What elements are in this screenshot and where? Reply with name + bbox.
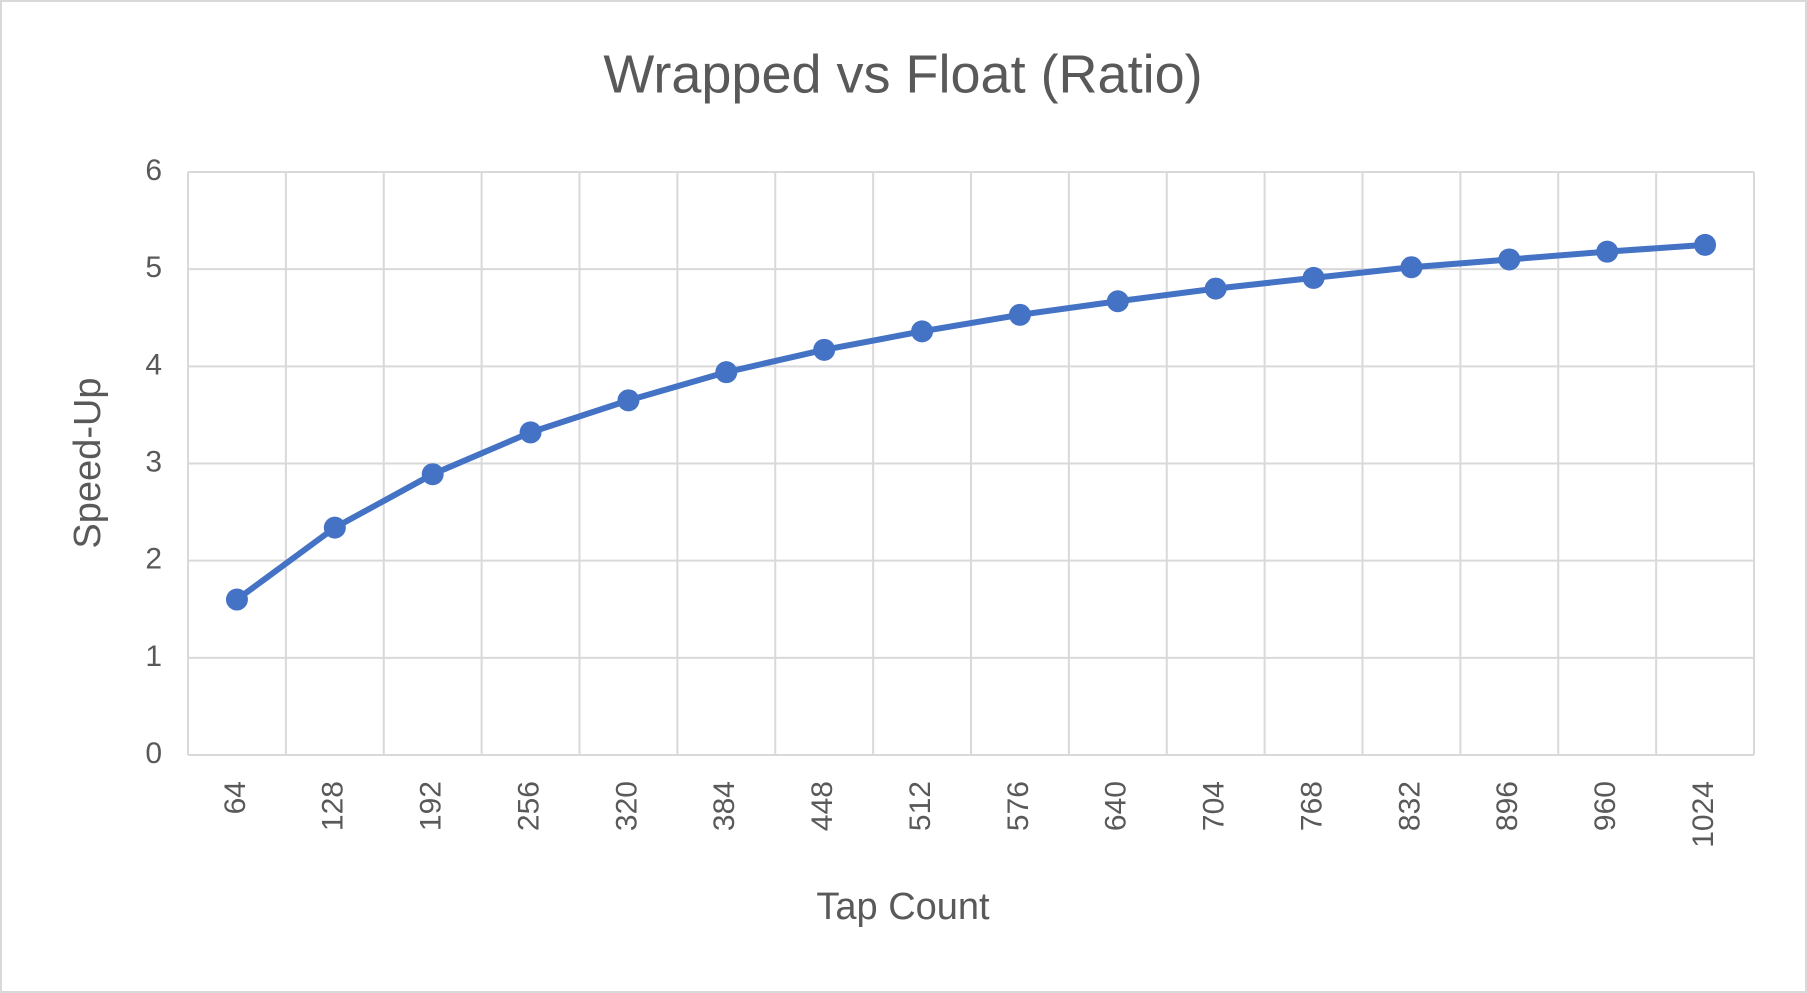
x-tick-label: 768 [1295, 781, 1328, 831]
point [715, 361, 738, 384]
point [1498, 248, 1521, 271]
point [1008, 303, 1031, 326]
point [1106, 290, 1129, 313]
x-tick-label: 256 [512, 781, 545, 831]
y-tick-label: 1 [145, 640, 162, 673]
point [323, 516, 346, 539]
chart-title: Wrapped vs Float (Ratio) [603, 44, 1202, 104]
x-tick-label: 832 [1393, 781, 1426, 831]
y-tick-label: 0 [145, 737, 162, 770]
x-axis-title: Tap Count [816, 886, 990, 928]
x-tick-label: 384 [708, 781, 741, 831]
y-tick-label: 5 [145, 251, 162, 284]
point [813, 338, 836, 361]
x-tick-label: 512 [904, 781, 937, 831]
x-tick-label: 192 [415, 781, 448, 831]
y-axis-title: Speed-Up [67, 377, 109, 548]
x-tick-label: 896 [1491, 781, 1524, 831]
x-tick-label: 448 [806, 781, 839, 831]
point [617, 389, 640, 412]
point [519, 421, 542, 444]
y-tick-label: 4 [145, 348, 162, 381]
point [225, 588, 248, 611]
x-tick-label: 64 [219, 781, 252, 814]
point [1596, 240, 1619, 263]
y-tick-label: 2 [145, 543, 162, 576]
plot [225, 233, 1717, 611]
x-tick-label: 128 [317, 781, 350, 831]
x-tick-label: 1024 [1687, 781, 1720, 848]
x-tick-label: 960 [1589, 781, 1622, 831]
grid [187, 171, 1755, 756]
line [235, 241, 1706, 602]
x-tick-label: 576 [1002, 781, 1035, 831]
point [1694, 233, 1717, 256]
point [1302, 266, 1325, 289]
y-tick-label: 3 [145, 445, 162, 478]
x-tick-label: 320 [610, 781, 643, 831]
point [911, 320, 934, 343]
x-tick-label: 704 [1198, 781, 1231, 831]
x-tick-label: 640 [1100, 781, 1133, 831]
y-tick-label: 6 [145, 154, 162, 187]
point [1400, 256, 1423, 279]
point [1204, 277, 1227, 300]
point [421, 463, 444, 486]
